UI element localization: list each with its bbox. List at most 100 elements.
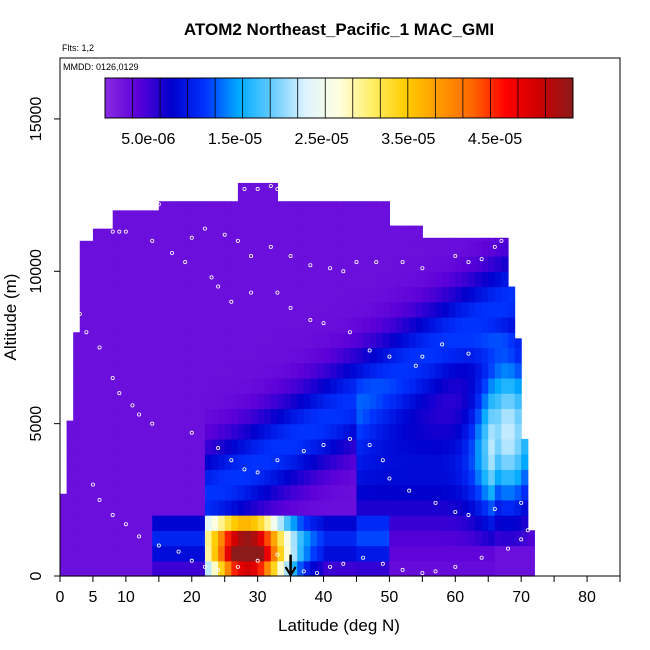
heatmap-cell bbox=[468, 560, 476, 577]
heatmap-cell bbox=[257, 332, 265, 349]
heatmap-cell bbox=[382, 484, 391, 501]
heatmap-cell bbox=[112, 530, 120, 547]
heatmap-cell bbox=[237, 286, 246, 303]
heatmap-cell bbox=[231, 286, 239, 303]
heatmap-cell bbox=[106, 240, 114, 257]
heatmap-cell bbox=[442, 545, 450, 562]
heatmap-cell bbox=[125, 301, 134, 318]
heatmap-cell bbox=[284, 484, 292, 501]
track-point bbox=[209, 275, 214, 280]
heatmap-cell bbox=[112, 210, 120, 227]
heatmap-cell bbox=[363, 545, 371, 562]
heatmap-cell bbox=[330, 332, 338, 349]
x-tick-label: 50 bbox=[381, 589, 399, 606]
heatmap-cell bbox=[488, 545, 496, 562]
heatmap-cell bbox=[224, 362, 232, 379]
heatmap-cell bbox=[60, 545, 68, 562]
heatmap-cell bbox=[297, 530, 305, 547]
heatmap-cell bbox=[514, 560, 522, 577]
heatmap-cell bbox=[152, 240, 160, 257]
heatmap-cell bbox=[191, 393, 199, 410]
heatmap-cell bbox=[396, 484, 404, 501]
heatmap-cell bbox=[165, 286, 173, 303]
heatmap-cell bbox=[132, 484, 140, 501]
heatmap-cell bbox=[86, 530, 94, 547]
heatmap-cell bbox=[422, 362, 430, 379]
heatmap-cell bbox=[316, 362, 325, 379]
heatmap-cell bbox=[112, 469, 120, 486]
heatmap-cell bbox=[343, 256, 351, 272]
heatmap-cell bbox=[508, 545, 516, 562]
heatmap-cell bbox=[468, 240, 476, 257]
heatmap-cell bbox=[382, 469, 391, 486]
heatmap-cell bbox=[224, 301, 232, 318]
heatmap-cell bbox=[152, 256, 160, 272]
heatmap-cell bbox=[158, 438, 167, 455]
arrow-marker bbox=[284, 554, 297, 578]
heatmap-cell bbox=[435, 362, 443, 379]
heatmap-cell bbox=[448, 332, 456, 349]
heatmap-cell bbox=[178, 362, 186, 379]
heatmap-cell bbox=[185, 240, 193, 257]
heatmap-cell bbox=[303, 560, 311, 577]
heatmap-cell bbox=[231, 347, 239, 364]
heatmap-cell bbox=[290, 347, 298, 364]
heatmap-cell bbox=[270, 286, 279, 303]
heatmap-cell bbox=[185, 225, 193, 242]
heatmap-cell bbox=[356, 484, 364, 501]
heatmap-cell bbox=[277, 560, 285, 577]
heatmap-cell bbox=[244, 210, 252, 227]
heatmap-cell bbox=[244, 484, 252, 501]
heatmap-cell bbox=[501, 560, 509, 577]
heatmap-cell bbox=[92, 317, 101, 333]
heatmap-cell bbox=[198, 469, 206, 486]
heatmap-cell bbox=[389, 271, 397, 288]
heatmap-cell bbox=[290, 240, 298, 257]
heatmap-cell bbox=[297, 408, 305, 425]
heatmap-cell bbox=[475, 256, 483, 272]
heatmap-cell bbox=[488, 530, 496, 547]
heatmap-cell bbox=[316, 408, 325, 425]
heatmap-cell bbox=[211, 210, 219, 227]
track-point bbox=[301, 569, 306, 574]
heatmap-cell bbox=[343, 408, 351, 425]
heatmap-cell bbox=[369, 454, 377, 470]
heatmap-cell bbox=[139, 438, 147, 455]
heatmap-cell bbox=[244, 408, 252, 425]
heatmap-cell bbox=[237, 210, 246, 227]
heatmap-cell bbox=[204, 210, 213, 227]
heatmap-cell bbox=[402, 545, 410, 562]
heatmap-cell bbox=[244, 362, 252, 379]
heatmap-cell bbox=[382, 499, 391, 516]
heatmap-cell bbox=[435, 237, 443, 242]
heatmap-cell bbox=[270, 362, 279, 379]
heatmap-cell bbox=[244, 256, 252, 272]
heatmap-cell bbox=[158, 469, 167, 486]
heatmap-cell bbox=[290, 210, 298, 227]
heatmap-cell bbox=[290, 377, 298, 394]
heatmap-cell bbox=[204, 423, 213, 440]
heatmap-cell bbox=[442, 377, 450, 394]
heatmap-cell bbox=[191, 201, 199, 211]
heatmap-cell bbox=[165, 317, 173, 333]
heatmap-cell bbox=[521, 545, 529, 562]
heatmap-cell bbox=[461, 484, 470, 501]
heatmap-cell bbox=[349, 225, 358, 242]
heatmap-cell bbox=[323, 301, 331, 318]
heatmap-cell bbox=[244, 560, 252, 577]
heatmap-cell bbox=[172, 377, 180, 394]
heatmap-cell bbox=[494, 317, 503, 333]
heatmap-cell bbox=[323, 454, 331, 470]
heatmap-cell bbox=[303, 469, 311, 486]
heatmap-cell bbox=[442, 317, 450, 333]
heatmap-cell bbox=[264, 438, 272, 455]
heatmap-cell bbox=[251, 256, 259, 272]
heatmap-cell bbox=[152, 484, 160, 501]
heatmap-cell bbox=[435, 240, 443, 257]
heatmap-cell bbox=[112, 256, 120, 272]
heatmap-cell bbox=[237, 271, 246, 288]
heatmap-cell bbox=[349, 317, 358, 333]
heatmap-cell bbox=[481, 286, 489, 303]
heatmap-cell bbox=[112, 377, 120, 394]
heatmap-cell bbox=[330, 545, 338, 562]
